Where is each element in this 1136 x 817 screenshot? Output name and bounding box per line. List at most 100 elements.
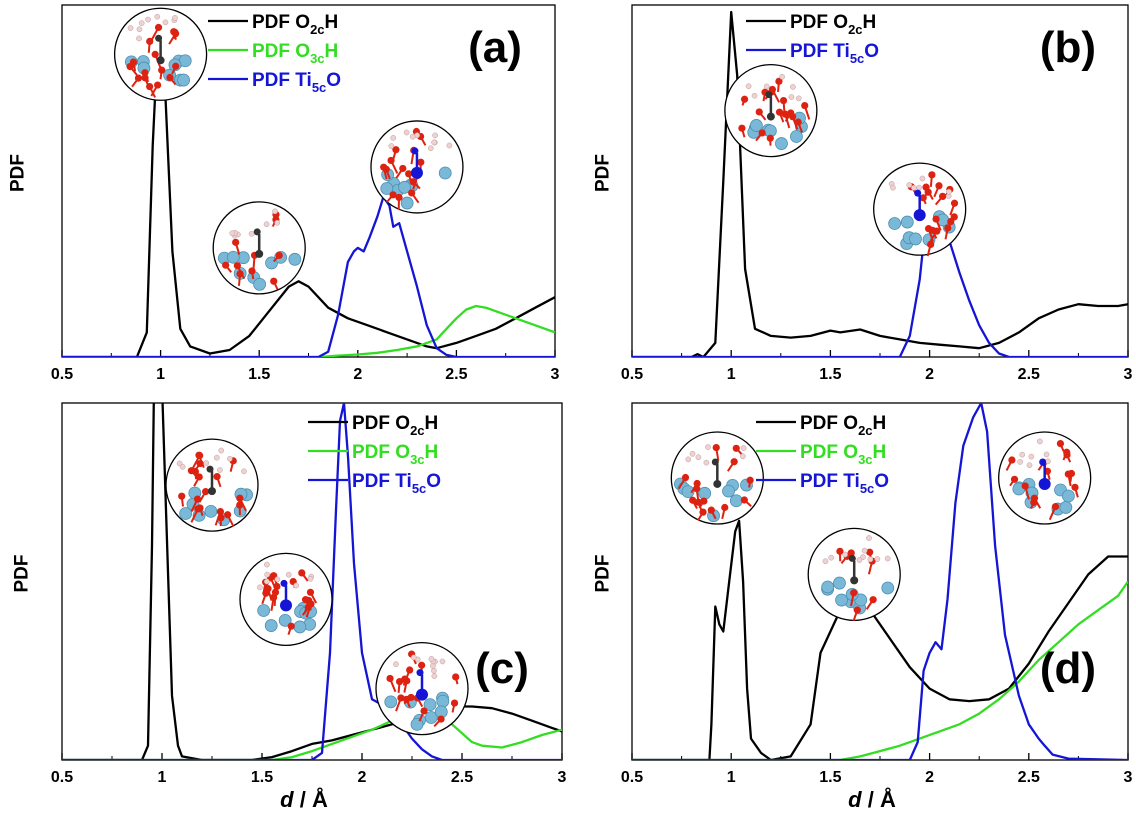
legend-label-sub: 5c: [412, 481, 426, 496]
o-atom: [194, 505, 201, 512]
h-atom: [163, 20, 168, 25]
h-atom: [1044, 452, 1049, 457]
h-atom: [1020, 452, 1025, 457]
o-atom: [387, 157, 394, 164]
center-atom: [281, 580, 288, 587]
center-atom: [712, 458, 719, 465]
legend-label: PDF O2cH: [252, 12, 338, 37]
ti-atom: [1060, 501, 1072, 513]
h-atom: [249, 231, 254, 236]
x-tick-label: 2.5: [1018, 366, 1040, 383]
series-line-O3cH: [62, 306, 555, 357]
ti-atom: [439, 167, 451, 179]
o-atom: [854, 606, 861, 613]
h-atom: [204, 460, 209, 465]
center-atom: [157, 56, 165, 64]
legend-entry: PDF O2cH: [308, 413, 438, 438]
o-atom: [1065, 470, 1072, 477]
o-atom: [194, 495, 201, 502]
h-atom: [227, 456, 232, 461]
o-atom: [927, 241, 934, 248]
legend-label-tail: O: [874, 471, 889, 492]
x-tick-label: 2: [358, 769, 367, 786]
o-atom: [248, 267, 255, 274]
h-atom: [890, 185, 895, 190]
h-atom: [308, 576, 313, 581]
h-atom: [391, 135, 396, 140]
o-atom: [152, 51, 159, 58]
h-atom: [917, 185, 922, 190]
h-atom: [746, 84, 751, 89]
ti-atom: [437, 695, 449, 707]
h-atom: [404, 130, 409, 135]
o-atom: [305, 597, 312, 604]
o-atom: [158, 67, 165, 74]
h-atom: [752, 93, 757, 98]
legend-label-sub: 2c: [410, 423, 424, 438]
o-atom: [1022, 482, 1029, 489]
legend-label-base: PDF Ti: [790, 41, 850, 62]
o-atom: [451, 699, 458, 706]
center-atom: [207, 466, 214, 473]
panel-label: (b): [1040, 23, 1096, 72]
o-atom: [288, 623, 295, 630]
structure-inset: [671, 432, 763, 524]
h-atom: [1018, 459, 1023, 464]
h-atom: [920, 176, 925, 181]
structure-inset: [808, 528, 900, 620]
structure-inset: [115, 8, 207, 100]
o-atom: [420, 707, 427, 714]
h-atom: [829, 555, 834, 560]
h-atom: [257, 585, 262, 590]
h-atom: [155, 14, 160, 19]
o-atom: [947, 218, 954, 225]
center-atom: [713, 480, 721, 488]
y-axis-label: PDF: [593, 154, 614, 192]
x-tick-label: 1.5: [819, 769, 841, 786]
o-atom: [713, 444, 720, 451]
o-atom: [925, 189, 932, 196]
x-tick-label: 2: [925, 366, 934, 383]
h-atom: [741, 445, 746, 450]
legend-entry: PDF Ti5cO: [208, 70, 341, 95]
legend-label-base: PDF O: [252, 41, 310, 62]
legend-label-base: PDF Ti: [800, 471, 860, 492]
legend-label-tail: H: [325, 12, 339, 33]
center-atom: [914, 209, 926, 221]
legend-label-sub: 5c: [850, 51, 864, 66]
legend-label-tail: O: [426, 471, 441, 492]
panel-label: (c): [475, 644, 529, 693]
h-atom: [842, 552, 847, 557]
x-tick-label: 3: [551, 366, 560, 383]
o-atom: [1011, 476, 1018, 483]
h-atom: [428, 146, 433, 151]
legend-label-tail: O: [864, 41, 879, 62]
o-atom: [172, 63, 179, 70]
h-atom: [410, 134, 415, 139]
legend-label: PDF O2cH: [352, 413, 438, 438]
o-atom: [759, 129, 766, 136]
o-atom: [399, 165, 406, 172]
h-atom: [862, 548, 867, 553]
h-atom: [690, 451, 695, 456]
o-atom: [172, 30, 179, 37]
o-atom: [693, 485, 700, 492]
legend-label: PDF Ti5cO: [352, 471, 441, 496]
o-atom: [731, 458, 738, 465]
h-atom: [1029, 454, 1034, 459]
o-atom: [776, 109, 783, 116]
h-atom: [432, 140, 437, 145]
legend-entry: PDF O3cH: [208, 41, 338, 66]
h-atom: [875, 556, 880, 561]
ti-atom: [401, 197, 413, 209]
center-atom: [208, 487, 216, 495]
h-atom: [136, 36, 141, 41]
ti-atom: [790, 131, 802, 143]
x-tick-label: 1: [727, 366, 736, 383]
h-atom: [790, 84, 795, 89]
o-atom: [801, 102, 808, 109]
h-atom: [137, 27, 142, 32]
y-axis-label: PDF: [8, 154, 29, 192]
o-atom: [1063, 449, 1070, 456]
